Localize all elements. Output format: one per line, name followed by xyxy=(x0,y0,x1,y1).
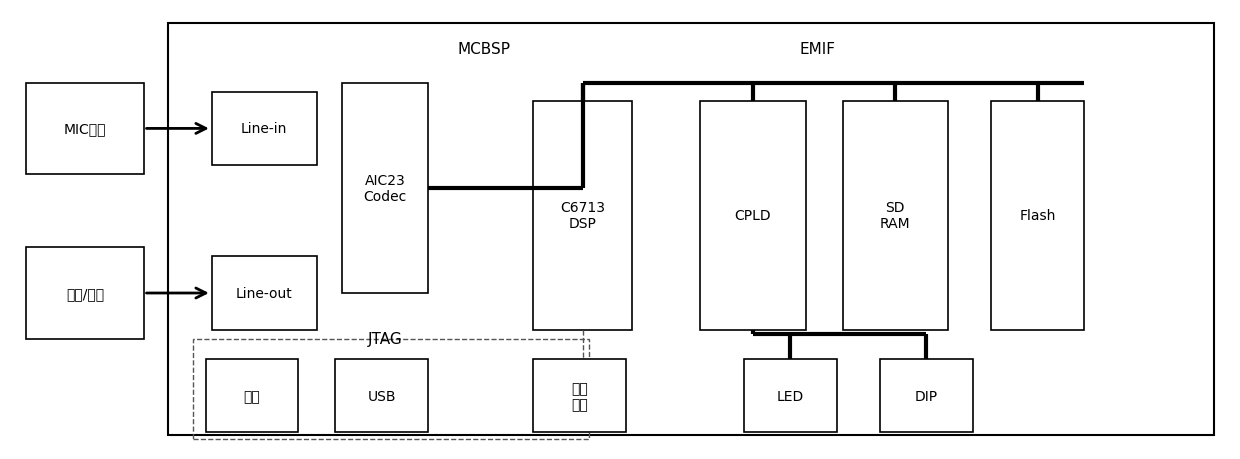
Text: Line-out: Line-out xyxy=(236,286,293,300)
Bar xyxy=(342,84,428,293)
Text: CPLD: CPLD xyxy=(734,209,771,223)
Bar xyxy=(843,102,947,330)
Text: LED: LED xyxy=(776,389,804,403)
Text: USB: USB xyxy=(367,389,396,403)
Text: AIC23
Codec: AIC23 Codec xyxy=(363,174,407,203)
Bar xyxy=(336,359,428,432)
Text: 播放/存储: 播放/存储 xyxy=(66,286,104,300)
Bar xyxy=(212,257,317,330)
Bar xyxy=(206,359,299,432)
Text: Line-in: Line-in xyxy=(241,122,288,136)
Bar xyxy=(193,339,589,439)
Bar xyxy=(169,24,1214,435)
Bar xyxy=(991,102,1084,330)
Bar xyxy=(533,102,632,330)
Text: MIC采集: MIC采集 xyxy=(63,122,107,136)
Text: DIP: DIP xyxy=(915,389,937,403)
Text: C6713
DSP: C6713 DSP xyxy=(560,201,605,231)
Bar xyxy=(701,102,806,330)
Text: 配置
开关: 配置 开关 xyxy=(572,381,588,411)
Text: 电源: 电源 xyxy=(243,389,260,403)
Text: EMIF: EMIF xyxy=(800,42,836,57)
Text: Flash: Flash xyxy=(1019,209,1055,223)
Text: JTAG: JTAG xyxy=(367,331,402,347)
Bar xyxy=(880,359,972,432)
Bar xyxy=(533,359,626,432)
Bar xyxy=(26,248,144,339)
Bar xyxy=(212,93,317,166)
Bar xyxy=(26,84,144,175)
Text: MCBSP: MCBSP xyxy=(458,42,511,57)
Bar xyxy=(744,359,837,432)
Text: SD
RAM: SD RAM xyxy=(880,201,910,231)
